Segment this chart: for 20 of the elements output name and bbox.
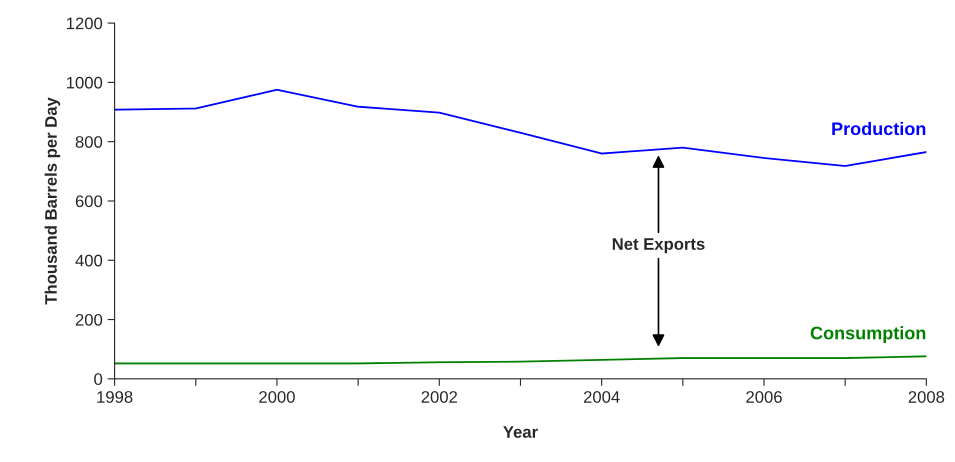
x-tick-label: 2002: [422, 391, 458, 403]
y-tick-label: 200: [76, 314, 102, 326]
y-tick-label: 1200: [66, 18, 102, 30]
annotation: Net Exports: [612, 238, 705, 254]
x-axis-title: Year: [503, 426, 538, 438]
y-tick-label: 400: [75, 254, 102, 266]
series-label: Production: [832, 122, 926, 136]
y-axis-title: Thousand Barrels per Day: [44, 97, 60, 305]
x-tick-label: 2006: [746, 391, 782, 403]
y-tick-label: 800: [76, 136, 102, 148]
y-tick-label: 600: [76, 195, 102, 208]
y-tick-label: 1000: [66, 76, 102, 89]
x-tick-label: 1998: [97, 391, 132, 403]
line-series: [114, 88, 926, 167]
y-tick-label: 0: [94, 373, 102, 386]
line-series: [114, 355, 926, 364]
x-tick-label: 2004: [584, 391, 620, 403]
x-tick-label: 2008: [908, 391, 944, 403]
x-tick-label: 2000: [259, 391, 295, 403]
series-label: Consumption: [810, 326, 926, 343]
